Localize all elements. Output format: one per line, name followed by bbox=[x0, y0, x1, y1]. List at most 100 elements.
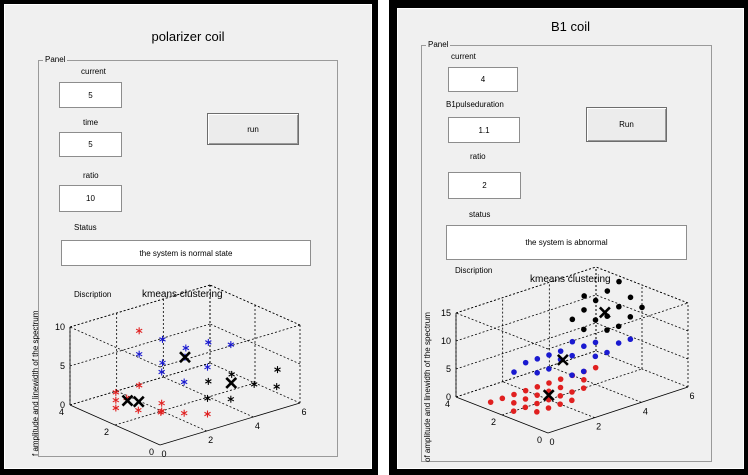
right-plot-point-blue bbox=[511, 369, 517, 375]
right-plot-grid-line bbox=[595, 322, 689, 360]
left-run-button[interactable]: run bbox=[207, 113, 299, 145]
right-pulse-label: B1pulseduration bbox=[446, 100, 504, 109]
right-plot-x-tick-label: 2 bbox=[596, 422, 601, 432]
right-plot-x-tick-label: 0 bbox=[549, 437, 554, 447]
left-plot-grid-line bbox=[69, 362, 211, 406]
left-plot-point-blue bbox=[182, 344, 190, 352]
right-plot-point-red bbox=[534, 400, 540, 407]
right-plot-grid-line bbox=[455, 312, 549, 350]
right-plot-point-red bbox=[569, 389, 575, 395]
right-plot-point-red bbox=[534, 392, 540, 398]
left-plot-x-axis bbox=[159, 402, 301, 446]
left-plot-point-black bbox=[250, 380, 258, 388]
right-status-label: status bbox=[469, 210, 491, 219]
right-window-title: B1 coil bbox=[550, 19, 591, 34]
left-plot-y-tick-label: 4 bbox=[59, 407, 64, 417]
left-plot-grid-line bbox=[209, 284, 301, 326]
right-plot-point-red bbox=[534, 409, 540, 415]
left-plot-centroid bbox=[121, 394, 134, 407]
right-plot-point-red bbox=[499, 395, 506, 402]
left-plot-x-tick-label: 6 bbox=[301, 407, 306, 417]
right-plot-y-tick-label: 2 bbox=[491, 417, 496, 427]
left-plot-point-black bbox=[273, 383, 280, 391]
right-plot-point-blue bbox=[534, 369, 540, 376]
right-plot-point-black bbox=[604, 327, 610, 333]
left-plot-point-red bbox=[112, 404, 120, 412]
left-plot-y-tick-label: 2 bbox=[104, 427, 109, 437]
left-plot-point-red bbox=[180, 409, 188, 417]
right-plot-grid-line bbox=[595, 294, 689, 332]
left-plot-x-tick-label: 2 bbox=[208, 435, 213, 445]
left-plot-grid-line bbox=[69, 284, 211, 328]
left-window: polarizer coil Panel current 5 time 5 ra… bbox=[4, 4, 372, 469]
right-run-button[interactable]: Run bbox=[586, 107, 667, 142]
right-plot-z-tick-label: 0 bbox=[446, 392, 451, 402]
left-window-title: polarizer coil bbox=[151, 29, 225, 44]
right-plot-grid-line bbox=[549, 365, 642, 403]
left-plot-x-tick-label: 0 bbox=[161, 449, 166, 459]
left-plot-x-tick-label: 4 bbox=[255, 421, 260, 431]
left-plot-point-blue bbox=[159, 359, 166, 367]
left-plot-point-blue bbox=[159, 335, 166, 343]
right-plot-point-black bbox=[581, 326, 587, 333]
right-plot-grid-line bbox=[455, 350, 597, 398]
right-pulse-field[interactable]: 1.1 bbox=[448, 117, 520, 143]
right-plot-grid-line bbox=[455, 322, 597, 370]
left-plot-grid-line bbox=[69, 323, 211, 367]
right-plot-point-blue bbox=[569, 338, 576, 345]
left-plot-point-black bbox=[274, 366, 281, 374]
left-current-field[interactable]: 5 bbox=[59, 82, 122, 108]
right-plot-point-red bbox=[569, 397, 575, 404]
left-ratio-label: ratio bbox=[83, 171, 99, 180]
right-plot-point-black bbox=[569, 316, 576, 323]
left-panel: Panel bbox=[38, 55, 338, 457]
left-plot-point-blue bbox=[135, 350, 143, 358]
right-plot-point-blue bbox=[581, 343, 587, 350]
right-plot-point-blue bbox=[627, 336, 634, 343]
right-plot-point-red bbox=[546, 380, 552, 386]
left-plot-y-tick-label: 0 bbox=[149, 447, 154, 457]
right-current-field[interactable]: 4 bbox=[448, 67, 518, 92]
left-plot-point-blue bbox=[227, 341, 235, 349]
right-status-field: the system is abnormal bbox=[446, 225, 687, 260]
left-plot-point-red bbox=[135, 406, 142, 414]
right-plot-point-red bbox=[511, 400, 517, 406]
right-plot-point-black bbox=[581, 293, 587, 299]
right-ratio-label: ratio bbox=[470, 152, 486, 161]
right-plot-x-tick-label: 6 bbox=[689, 391, 694, 401]
left-plot-point-red bbox=[158, 407, 165, 415]
right-plot-point-red bbox=[545, 405, 552, 411]
right-plot-point-blue bbox=[534, 356, 541, 362]
right-plot-point-red bbox=[557, 384, 564, 391]
left-plot-point-black bbox=[228, 370, 235, 378]
right-plot-grid-line bbox=[595, 266, 689, 304]
left-plot-point-black bbox=[227, 395, 235, 403]
right-plot-point-black bbox=[581, 307, 587, 313]
right-plot-grid-line bbox=[455, 294, 597, 342]
right-plot-point-blue bbox=[592, 353, 599, 360]
right-plot-point-black bbox=[627, 294, 634, 301]
left-plot-grid-line bbox=[209, 323, 301, 365]
right-plot-point-red bbox=[557, 393, 564, 399]
right-description-label: Discription bbox=[455, 266, 493, 275]
left-ratio-field[interactable]: 10 bbox=[59, 185, 122, 212]
right-plot-y-axis bbox=[455, 396, 549, 434]
right-plot-point-blue bbox=[522, 359, 529, 366]
right-plot-x-axis bbox=[547, 386, 689, 434]
left-plot-centroid bbox=[179, 351, 191, 364]
left-plot-point-red bbox=[112, 396, 120, 404]
right-window: B1 coil Panel current 4 B1pulseduration … bbox=[397, 8, 744, 469]
left-status-label: Status bbox=[74, 223, 97, 232]
left-plot-point-blue bbox=[158, 368, 165, 376]
right-plot-point-red bbox=[522, 387, 529, 394]
right-plot-z-tick-label: 10 bbox=[441, 336, 451, 346]
right-ratio-field[interactable]: 2 bbox=[448, 172, 521, 199]
left-plot-z-tick-label: 10 bbox=[55, 322, 65, 332]
right-panel-label: Panel bbox=[426, 40, 451, 49]
right-plot-z-tick-label: 5 bbox=[446, 364, 451, 374]
right-plot-point-red bbox=[510, 408, 517, 414]
left-time-field[interactable]: 5 bbox=[59, 132, 122, 157]
left-time-label: time bbox=[83, 118, 99, 127]
right-plot-point-red bbox=[534, 384, 541, 390]
